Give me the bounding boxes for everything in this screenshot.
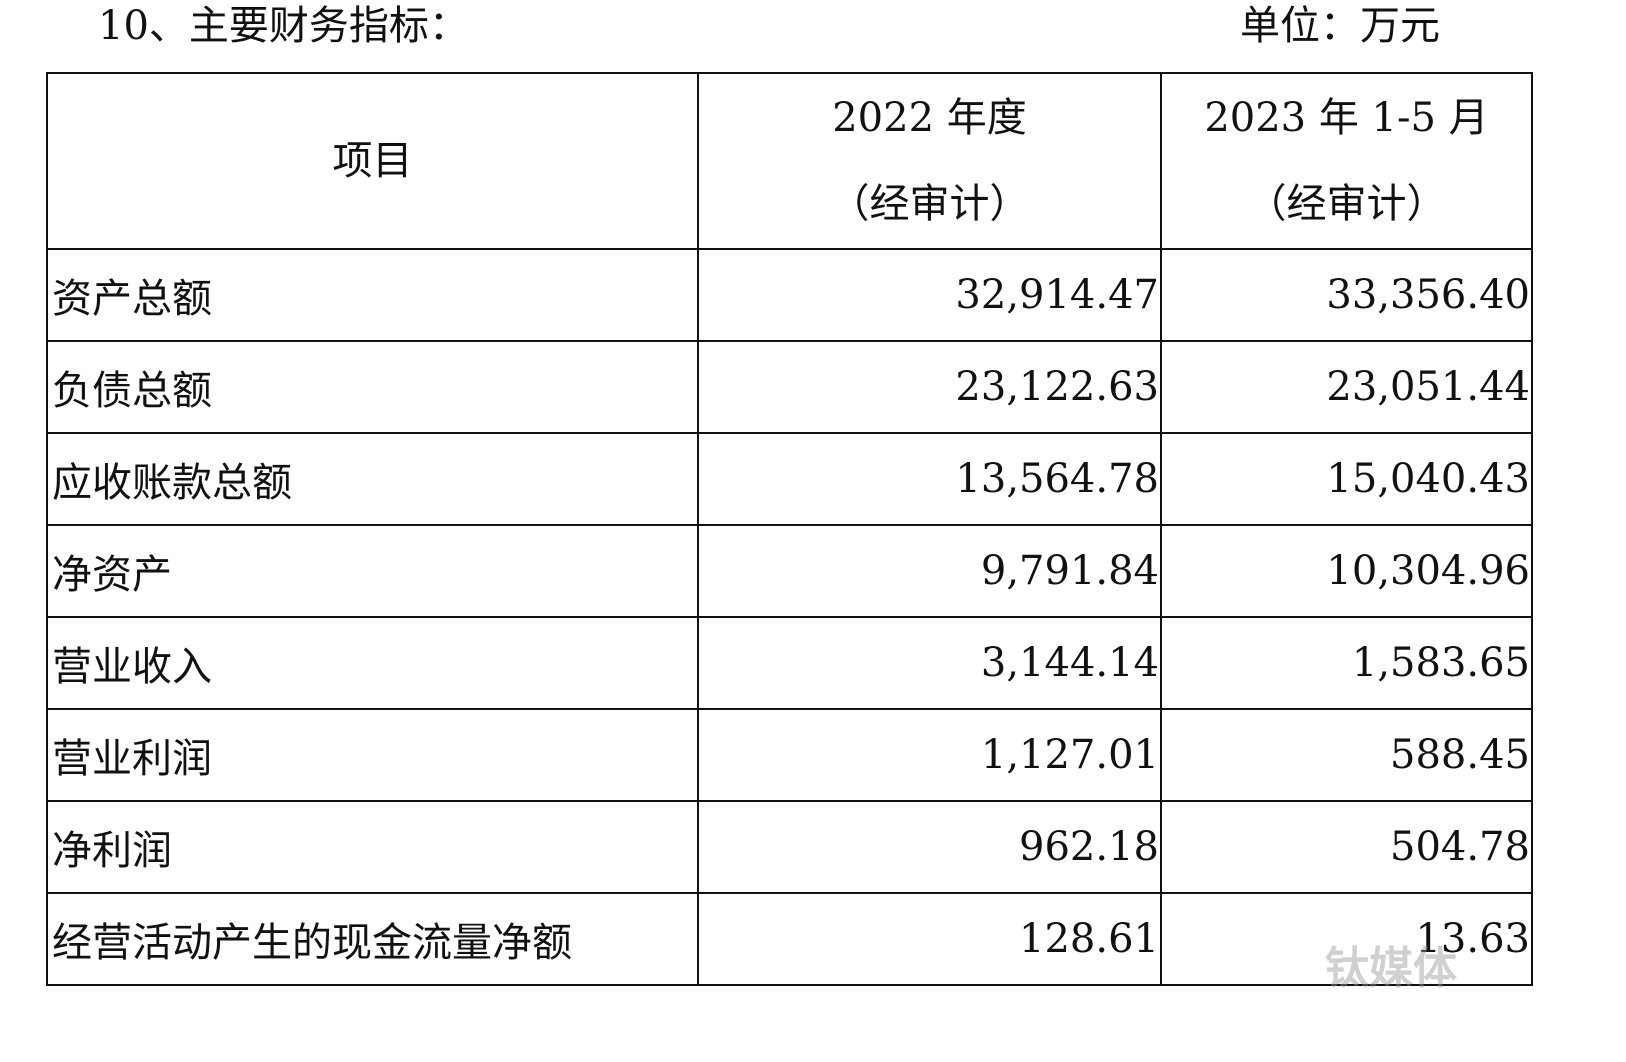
cell-value: 33,356.40	[1160, 248, 1533, 342]
table-row: 净利润 962.18 504.78	[46, 800, 1533, 894]
row-label: 资产总额	[46, 248, 699, 342]
table-row: 营业收入 3,144.14 1,583.65	[46, 616, 1533, 710]
table-head: 项目 2022 年度 （经审计） 2023 年 1-5 月 （经审计）	[46, 72, 1533, 250]
cell-value: 10,304.96	[1160, 524, 1533, 618]
row-label: 应收账款总额	[46, 432, 699, 526]
cell-value: 3,144.14	[697, 616, 1162, 710]
header-line: 2023 年 1-5 月	[1204, 95, 1489, 141]
cell-value: 504.78	[1160, 800, 1533, 894]
header-row: 项目 2022 年度 （经审计） 2023 年 1-5 月 （经审计）	[46, 72, 1533, 250]
unit-label: 单位：万元	[1240, 3, 1440, 49]
cell-value: 128.61	[697, 892, 1162, 986]
header-line: （经审计）	[829, 181, 1030, 227]
table-row: 负债总额 23,122.63 23,051.44	[46, 340, 1533, 434]
table-row: 经营活动产生的现金流量净额 128.61 13.63	[46, 892, 1533, 986]
watermark: 钛媒体	[1325, 943, 1457, 994]
row-label: 营业收入	[46, 616, 699, 710]
header-line: （经审计）	[1246, 181, 1447, 227]
row-label: 经营活动产生的现金流量净额	[46, 892, 699, 986]
table-row: 应收账款总额 13,564.78 15,040.43	[46, 432, 1533, 526]
cell-value: 1,583.65	[1160, 616, 1533, 710]
cell-value: 13,564.78	[697, 432, 1162, 526]
table-row: 资产总额 32,914.47 33,356.40	[46, 248, 1533, 342]
cell-value: 588.45	[1160, 708, 1533, 802]
cell-value: 32,914.47	[697, 248, 1162, 342]
row-label: 营业利润	[46, 708, 699, 802]
column-header: 项目	[46, 72, 699, 250]
row-label: 净资产	[46, 524, 699, 618]
cell-value: 9,791.84	[697, 524, 1162, 618]
cell-value: 1,127.01	[697, 708, 1162, 802]
table-row: 净资产 9,791.84 10,304.96	[46, 524, 1533, 618]
table-body: 资产总额 32,914.47 33,356.40 负债总额 23,122.63 23,05…	[46, 248, 1533, 986]
row-label: 净利润	[46, 800, 699, 894]
section-title: 10、主要财务指标：	[98, 3, 469, 49]
column-header: 2023 年 1-5 月 （经审计）	[1160, 72, 1533, 250]
cell-value: 23,122.63	[697, 340, 1162, 434]
cell-value: 23,051.44	[1160, 340, 1533, 434]
header-line: 2022 年度	[832, 95, 1027, 141]
column-header: 2022 年度 （经审计）	[697, 72, 1162, 250]
financial-table: 项目 2022 年度 （经审计） 2023 年 1-5 月 （经审计） 资产总额 32,9…	[46, 72, 1533, 986]
cell-value: 15,040.43	[1160, 432, 1533, 526]
table-row: 营业利润 1,127.01 588.45	[46, 708, 1533, 802]
cell-value: 13.63	[1160, 892, 1533, 986]
cell-value: 962.18	[697, 800, 1162, 894]
row-label: 负债总额	[46, 340, 699, 434]
header-line: 项目	[332, 138, 413, 184]
